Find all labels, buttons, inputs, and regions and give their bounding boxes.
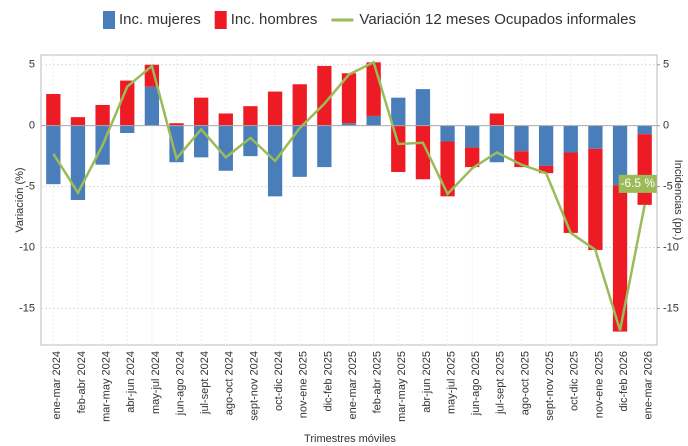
bar — [120, 80, 135, 126]
bar — [120, 125, 135, 133]
x-tick-label: mar-may 2024 — [101, 351, 113, 422]
bar — [317, 125, 332, 168]
bar — [391, 125, 406, 172]
bar — [637, 134, 652, 205]
x-tick-label: sept-nov 2025 — [544, 351, 556, 421]
x-tick-label: jun-ago 2025 — [470, 351, 482, 416]
y-tick-label: -5 — [25, 181, 35, 193]
bar — [391, 97, 406, 126]
legend-label: Inc. hombres — [231, 11, 318, 28]
y-axis-title: Variación (%) — [14, 167, 26, 232]
bar — [267, 91, 283, 126]
y2-tick-label: -10 — [663, 241, 679, 253]
data-label: -6.5 % — [620, 176, 655, 190]
x-tick-label: abr-jun 2024 — [125, 351, 137, 413]
x-tick-label: feb-abr 2024 — [76, 351, 88, 413]
bar — [317, 65, 332, 126]
x-tick-label: ago-oct 2025 — [519, 351, 531, 415]
y2-tick-label: -15 — [663, 302, 679, 314]
bar — [341, 123, 357, 126]
bar — [292, 125, 307, 177]
bar — [169, 123, 184, 126]
x-tick-label: mar-may 2025 — [396, 351, 408, 422]
bar — [218, 125, 233, 171]
y2-tick-label: 5 — [663, 59, 669, 71]
x-tick-label: abr-jun 2025 — [421, 351, 433, 413]
bar — [440, 125, 455, 142]
bar — [46, 93, 61, 126]
bar — [144, 86, 160, 126]
y-tick-label: -15 — [19, 302, 35, 314]
bar — [440, 141, 455, 197]
bar — [415, 125, 431, 180]
bar — [243, 125, 258, 157]
x-tick-label: ene-mar 2026 — [643, 351, 655, 420]
x-tick-label: may-jul 2024 — [150, 351, 162, 414]
bar — [538, 165, 554, 174]
bar — [563, 152, 578, 233]
x-tick-label: nov-ene 2025 — [298, 351, 310, 418]
x-tick-label: dic-feb 2025 — [322, 351, 334, 412]
bar — [588, 125, 603, 149]
x-tick-label: nov-ene 2025 — [593, 351, 605, 418]
x-tick-label: feb-abr 2025 — [372, 351, 384, 413]
legend: Inc. mujeres Inc. hombres Variación 12 mes… — [103, 11, 636, 29]
bar — [70, 125, 86, 200]
bar — [70, 117, 86, 126]
bar — [366, 115, 381, 126]
bar — [95, 104, 110, 126]
x-tick-label: ene-mar 2024 — [51, 351, 63, 420]
y2-tick-label: 0 — [663, 120, 669, 132]
x-tick-label: may-jul 2025 — [445, 351, 457, 414]
bar — [538, 125, 554, 166]
x-axis-title: Trimestres móviles — [304, 433, 396, 445]
line — [52, 60, 646, 331]
annotation-box — [618, 174, 657, 193]
bar — [366, 62, 381, 116]
x-tick-label: oct-dic 2025 — [569, 351, 581, 411]
y-tick-label: 0 — [29, 120, 35, 132]
x-tick-label: jul-sept 2024 — [199, 351, 211, 415]
bar — [292, 84, 307, 126]
legend-label: Variación 12 meses Ocupados informales — [359, 11, 636, 28]
bar — [243, 106, 258, 126]
y-tick-label: 5 — [29, 59, 35, 71]
bar — [341, 73, 357, 124]
bar — [194, 97, 209, 126]
x-tick-label: jul-sept 2025 — [495, 351, 507, 415]
x-tick-label: oct-dic 2024 — [273, 351, 285, 411]
bar — [637, 125, 652, 135]
bar — [218, 113, 233, 126]
bar — [514, 125, 529, 152]
bar — [588, 148, 603, 250]
y2-axis-title: Incidencias (pp.) — [672, 160, 684, 241]
x-tick-label: sept-nov 2024 — [248, 351, 260, 421]
x-tick-label: ago-oct 2024 — [224, 351, 236, 415]
bar — [612, 185, 628, 332]
bar — [489, 113, 504, 126]
x-tick-label: dic-feb 2026 — [618, 351, 630, 412]
bar — [563, 125, 578, 153]
bar — [465, 147, 480, 168]
y-tick-label: -10 — [19, 241, 35, 253]
bar — [465, 125, 480, 148]
bar — [612, 125, 628, 186]
legend-swatch — [103, 11, 115, 29]
legend-label: Inc. mujeres — [119, 11, 201, 28]
legend-swatch — [214, 11, 227, 29]
bar — [415, 89, 431, 126]
y2-tick-label: -5 — [663, 181, 673, 193]
x-tick-label: jun-ago 2024 — [174, 351, 186, 416]
x-tick-label: ene-mar 2025 — [347, 351, 359, 420]
